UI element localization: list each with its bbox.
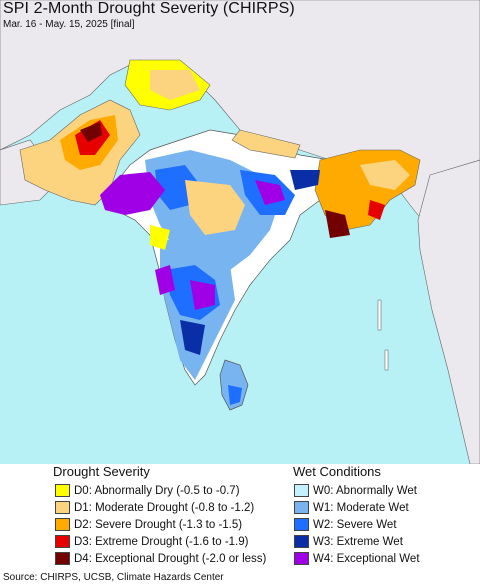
wet-swatch <box>294 501 309 514</box>
drought-legend-label: D1: Moderate Drought (-0.8 to -1.2) <box>74 501 255 514</box>
wet-legend-label: W0: Abnormally Wet <box>313 484 417 497</box>
map-subtitle: Mar. 16 - May. 15, 2025 [final] <box>3 19 135 30</box>
drought-legend-item: D0: Abnormally Dry (-0.5 to -0.7) <box>55 483 240 498</box>
wet-legend-label: W1: Moderate Wet <box>313 501 409 514</box>
drought-swatch <box>55 552 70 565</box>
wet-legend-item: W3: Extreme Wet <box>294 534 403 549</box>
w4-south <box>190 280 215 310</box>
d3-patch-northeast <box>368 200 385 220</box>
w4-west-coast <box>155 265 175 295</box>
wet-swatch <box>294 535 309 548</box>
wet-legend-label: W3: Extreme Wet <box>313 535 403 548</box>
wet-legend-label: W4: Exceptional Wet <box>313 552 420 565</box>
drought-legend-heading: Drought Severity <box>53 464 150 479</box>
drought-map: SPI 2-Month Drought Severity (CHIRPS) Ma… <box>0 0 480 464</box>
map-canvas <box>0 0 480 464</box>
wet-legend-heading: Wet Conditions <box>293 464 381 479</box>
wet-swatch <box>294 552 309 565</box>
drought-legend-label: D4: Exceptional Drought (-2.0 or less) <box>74 552 267 565</box>
andaman-islands <box>377 299 382 331</box>
wet-swatch <box>294 484 309 497</box>
wet-legend-item: W4: Exceptional Wet <box>294 551 420 566</box>
drought-legend-item: D2: Severe Drought (-1.3 to -1.5) <box>55 517 242 532</box>
nicobar-islands <box>384 349 389 371</box>
wet-legend-item: W2: Severe Wet <box>294 517 397 532</box>
d4-patch-pakistan <box>80 122 102 142</box>
nepal-region <box>231 129 301 159</box>
drought-swatch <box>55 518 70 531</box>
drought-legend-item: D1: Moderate Drought (-0.8 to -1.2) <box>55 500 254 515</box>
legend: Drought Severity Wet Conditions D0: Abno… <box>0 464 480 568</box>
source-credit: Source: CHIRPS, UCSB, Climate Hazards Ce… <box>3 572 224 583</box>
drought-legend-item: D3: Extreme Drought (-1.6 to -1.9) <box>55 534 248 549</box>
wet-legend-item: W1: Moderate Wet <box>294 500 409 515</box>
drought-swatch <box>55 535 70 548</box>
d0-patch-west <box>150 225 170 250</box>
d1-patch-northeast <box>360 160 410 190</box>
drought-legend-label: D2: Severe Drought (-1.3 to -1.5) <box>74 518 243 531</box>
w3-south-tip <box>180 320 205 355</box>
map-title: SPI 2-Month Drought Severity (CHIRPS) <box>3 0 295 17</box>
w3-patch-bihar <box>290 170 320 190</box>
w4-patch-east <box>255 180 285 205</box>
wet-legend-label: W2: Severe Wet <box>313 518 397 531</box>
d1-patch-central <box>185 180 245 235</box>
d4-patch-bangladesh <box>325 210 350 238</box>
d1-patch-north <box>150 70 200 100</box>
wet-legend-item: W0: Abnormally Wet <box>294 483 417 498</box>
sri-lanka <box>219 359 249 411</box>
southeast-asia-land <box>417 159 480 464</box>
wet-swatch <box>294 518 309 531</box>
w4-gujarat <box>100 172 165 215</box>
drought-swatch <box>55 501 70 514</box>
drought-legend-item: D4: Exceptional Drought (-2.0 or less) <box>55 551 266 566</box>
drought-legend-label: D3: Extreme Drought (-1.6 to -1.9) <box>74 535 249 548</box>
drought-swatch <box>55 484 70 497</box>
w2-sri-lanka <box>228 385 242 405</box>
drought-legend-label: D0: Abnormally Dry (-0.5 to -0.7) <box>74 484 240 497</box>
